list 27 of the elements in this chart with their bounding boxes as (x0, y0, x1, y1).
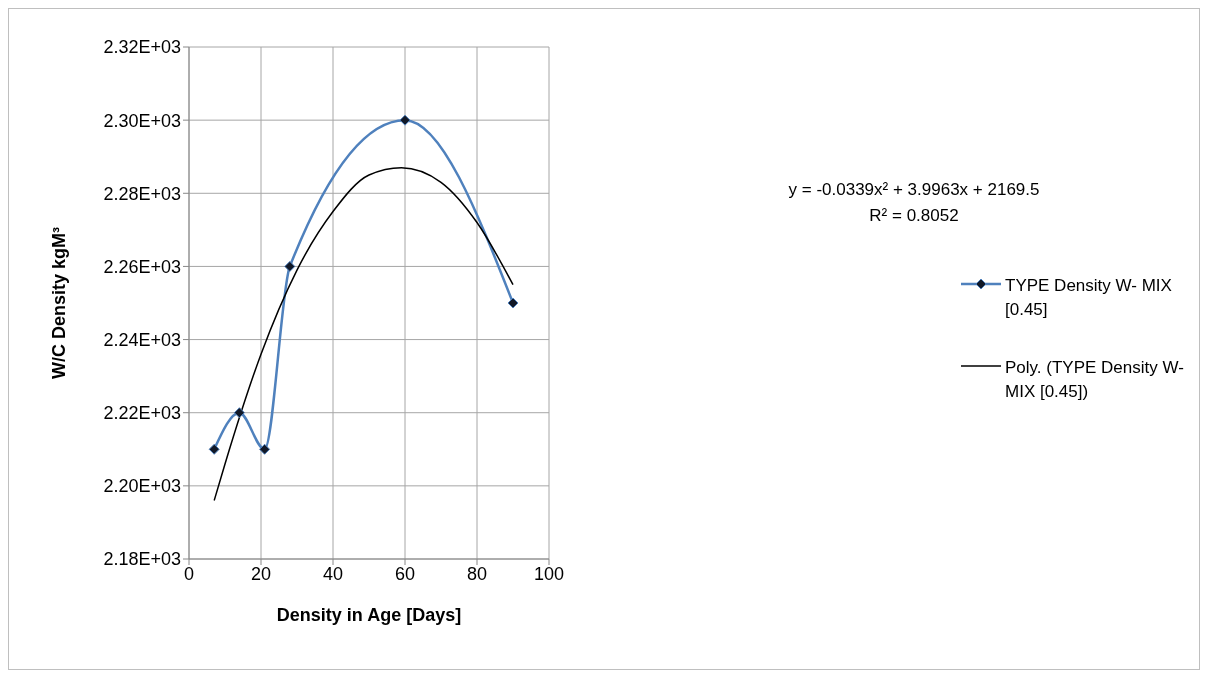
legend-label: TYPE Density W- MIX [0.45] (1005, 275, 1173, 321)
point (284, 260, 296, 272)
y-tick-label: 2.22E+03 (103, 403, 181, 424)
y-tick-label: 2.28E+03 (103, 183, 181, 204)
legend-label: Poly. (TYPE Density W- MIX [0.45]) (1005, 357, 1185, 403)
y-tick-label: 2.30E+03 (103, 110, 181, 131)
point (233, 407, 245, 419)
text: y = -0.0339x² + 3.9963x + 2169.5 (787, 179, 1041, 201)
x-tick-label: 80 (466, 563, 488, 584)
x-axis-title: Density in Age [Days] (276, 605, 462, 625)
point (399, 114, 411, 126)
point (259, 443, 271, 455)
y-tick-label: 2.18E+03 (103, 549, 181, 570)
y-tick-label: 2.26E+03 (103, 256, 181, 277)
x-tick-label: 20 (250, 563, 272, 584)
point (208, 443, 220, 455)
x-tick-label: 0 (183, 563, 195, 584)
y-axis-title: W/C Density kgM³ (49, 226, 70, 380)
x-tick-label: 40 (322, 563, 344, 584)
y-tick-label: 2.32E+03 (103, 37, 181, 58)
text: R² = 0.8052 (868, 205, 960, 227)
x-tick-label: 60 (394, 563, 416, 584)
x-tick-label: 100 (533, 563, 565, 584)
y-tick-label: 2.20E+03 (103, 476, 181, 497)
point (507, 297, 519, 309)
line-series (213, 166, 514, 502)
y-tick-label: 2.24E+03 (103, 329, 181, 350)
